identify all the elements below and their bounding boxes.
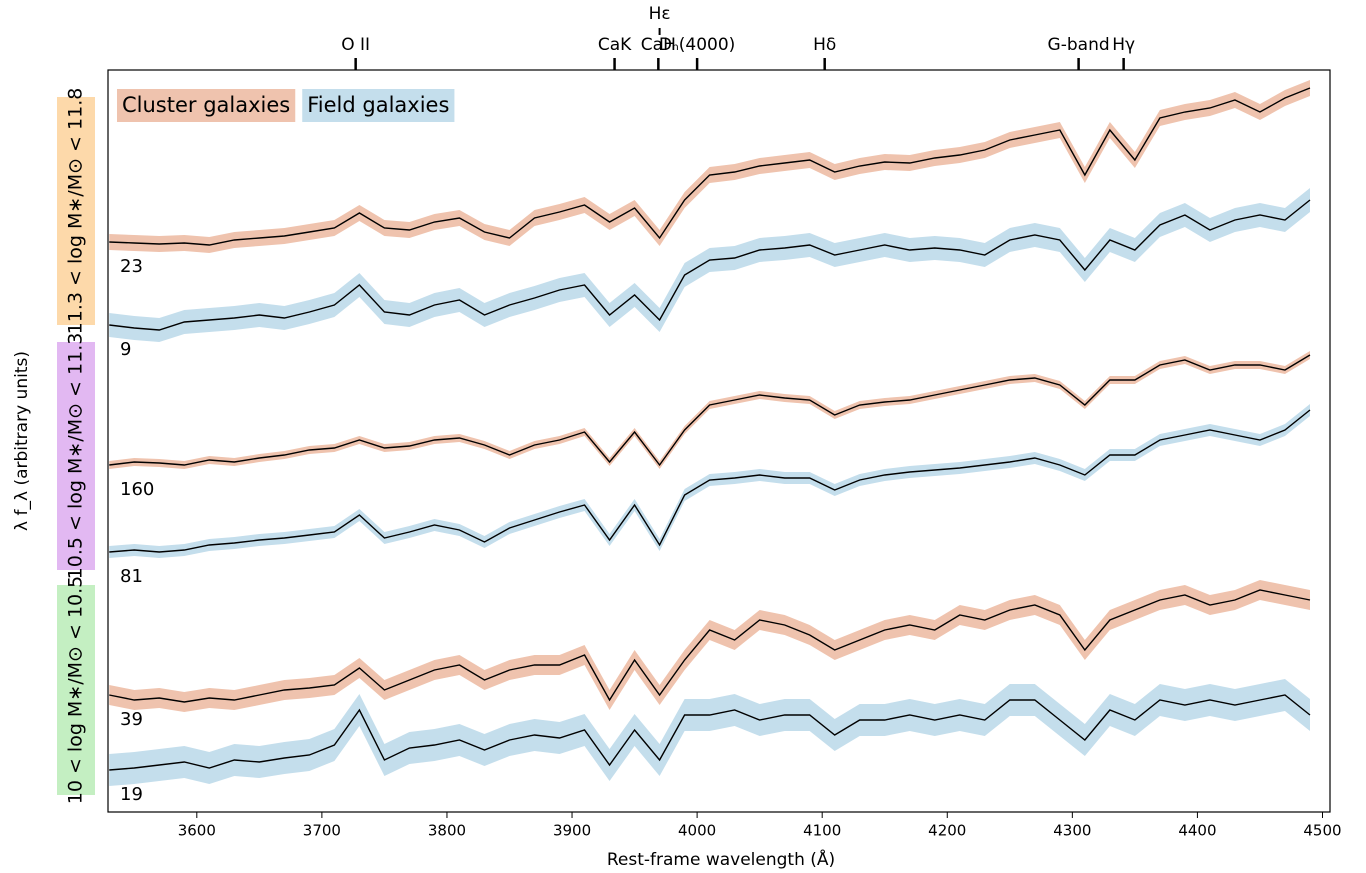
legend-label: Cluster galaxies (122, 93, 290, 117)
error-band (109, 80, 1310, 253)
legend-label: Field galaxies (307, 93, 449, 117)
backdrop (57, 97, 95, 795)
error-band (109, 580, 1310, 712)
group-box (57, 97, 95, 325)
feature-label: O II (341, 35, 370, 55)
count-label: 160 (120, 479, 154, 500)
x-tick-label: 3600 (178, 822, 216, 840)
y-axis-label: λ f_λ (arbitrary units) (12, 351, 32, 531)
feature-label: Hε (649, 4, 671, 24)
group-label: 10.5 < log M∗/M⊙ < 11.3 (65, 333, 87, 580)
count-label: 23 (120, 256, 143, 277)
x-tick-label: 4500 (1303, 822, 1341, 840)
feature-label: Dₙ(4000) (659, 35, 735, 55)
x-tick-label: 4400 (1178, 822, 1216, 840)
error-band (109, 188, 1310, 342)
group-box (57, 342, 95, 570)
x-tick-label: 4000 (678, 822, 716, 840)
count-label: 39 (120, 709, 143, 730)
error-band (109, 679, 1310, 786)
plot-frame (107, 69, 1331, 813)
feature-label: CaH (641, 35, 676, 55)
legend-swatch (117, 89, 296, 122)
spectrum-line (109, 199, 1311, 331)
spectrum-line (109, 694, 1311, 771)
group-label: 11.3 < log M∗/M⊙ < 11.8 (65, 88, 87, 335)
count-label: 19 (120, 784, 143, 805)
x-tick-label: 3800 (428, 822, 466, 840)
spectrum-line (109, 87, 1311, 246)
group-label: 10 < log M∗/M⊙ < 10.5 (65, 576, 87, 805)
x-tick-label: 3900 (553, 822, 591, 840)
feature-label: CaK (598, 35, 632, 55)
spectrum-line (109, 354, 1311, 467)
group-box (57, 585, 95, 795)
x-tick-label: 4100 (803, 822, 841, 840)
x-tick-label: 3700 (303, 822, 341, 840)
count-label: 81 (120, 566, 143, 587)
feature-label: Hγ (1112, 35, 1135, 55)
x-tick-label: 4200 (928, 822, 966, 840)
x-tick-label: 4300 (1053, 822, 1091, 840)
legend-swatch (302, 89, 455, 122)
spectrum-line (109, 409, 1311, 553)
plot (109, 80, 1311, 786)
count-label: 9 (120, 339, 131, 360)
feature-label: G-band (1048, 35, 1110, 55)
feature-label: Hδ (813, 35, 836, 55)
spectrum-line (109, 589, 1311, 703)
x-axis-label: Rest-frame wavelength (Å) (607, 848, 835, 870)
error-band (109, 404, 1310, 558)
